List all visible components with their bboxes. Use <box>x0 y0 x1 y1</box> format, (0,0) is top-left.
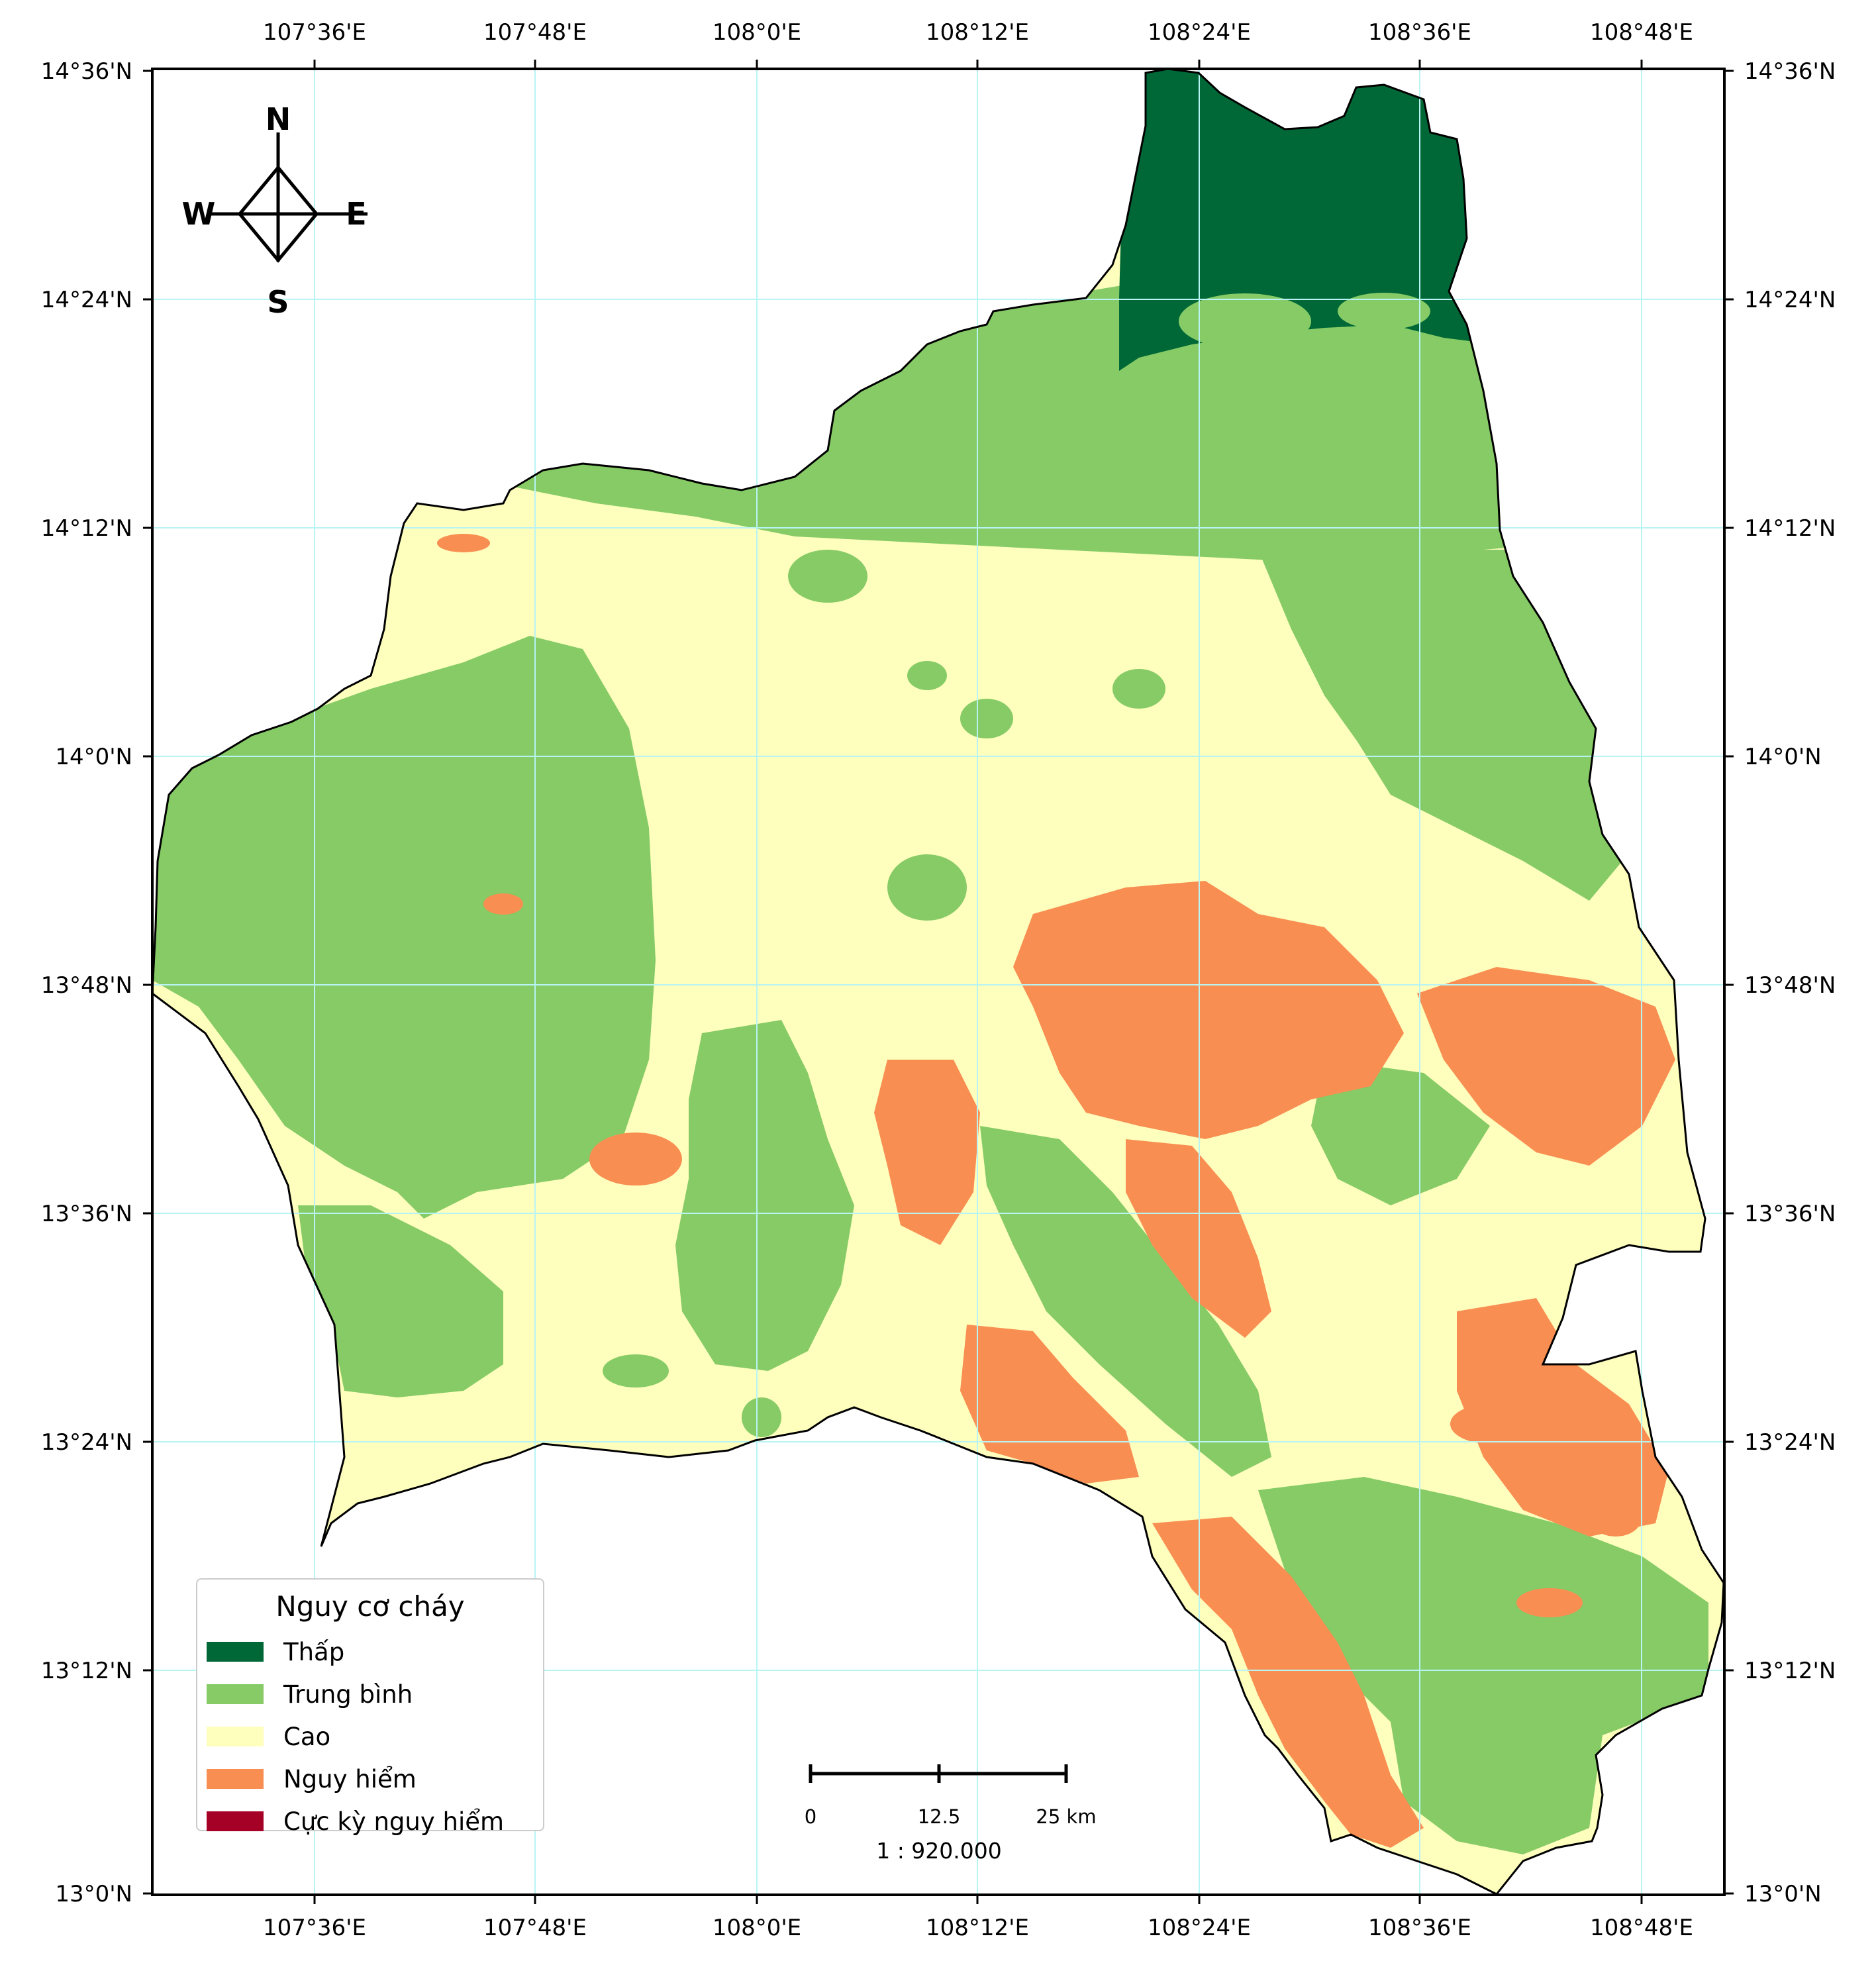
lat-label: 13°48'N <box>1744 972 1836 999</box>
risk-zone-medium-patch <box>1112 669 1165 709</box>
risk-zone-medium-patch <box>907 661 947 690</box>
lon-label: 108°12'E <box>926 1915 1029 1941</box>
lon-label: 108°12'E <box>926 19 1029 46</box>
lat-label: 13°24'N <box>41 1429 132 1456</box>
lat-label: 13°24'N <box>1744 1429 1836 1456</box>
lon-label: 108°36'E <box>1368 19 1471 46</box>
lat-label: 13°0'N <box>1744 1881 1822 1907</box>
lon-label: 108°48'E <box>1590 19 1693 46</box>
lon-label: 107°48'E <box>483 1915 587 1941</box>
legend-swatch <box>207 1769 264 1789</box>
lon-label: 108°48'E <box>1590 1915 1693 1941</box>
risk-zone-medium-center <box>675 1020 854 1371</box>
lat-label: 14°12'N <box>41 515 132 542</box>
risk-zone-dangerous-patch <box>483 893 523 915</box>
legend-label: Trung bình <box>283 1680 413 1709</box>
lat-label: 13°0'N <box>55 1881 132 1907</box>
longitude-labels-top: 107°36'E 107°48'E 108°0'E 108°12'E 108°2… <box>263 19 1693 46</box>
scale-bar <box>809 1764 1068 1783</box>
lon-label: 108°0'E <box>713 1915 801 1941</box>
risk-zone-dangerous-center <box>1013 881 1404 1139</box>
longitude-labels-bottom: 107°36'E 107°48'E 108°0'E 108°12'E 108°2… <box>263 1915 1693 1941</box>
scale-bar-label: 0 <box>805 1805 816 1828</box>
graticule <box>152 69 1724 1895</box>
legend-label: Cực kỳ nguy hiểm <box>283 1807 505 1836</box>
risk-zone-dangerous-patch <box>1516 1588 1583 1617</box>
lat-label: 14°0'N <box>55 744 132 770</box>
risk-zone-dangerous-patch <box>589 1133 682 1185</box>
legend-swatch <box>207 1642 264 1662</box>
lon-label: 108°36'E <box>1368 1915 1471 1941</box>
risk-zone-medium-east <box>1311 1060 1490 1205</box>
lon-label: 107°48'E <box>483 19 587 46</box>
lon-label: 108°24'E <box>1148 19 1251 46</box>
risk-zone-medium-patch <box>1179 293 1311 349</box>
lat-label: 14°0'N <box>1744 744 1822 770</box>
legend-item: Trung bình <box>207 1673 534 1715</box>
risk-zone-dangerous-patch <box>1450 1404 1530 1444</box>
lat-label: 14°36'N <box>41 58 132 85</box>
legend-label: Thấp <box>283 1637 345 1666</box>
map-legend: Nguy cơ cháy Thấp Trung bình Cao Nguy hi… <box>196 1578 544 1836</box>
legend-label: Cao <box>283 1722 331 1751</box>
legend-swatch <box>207 1811 264 1831</box>
tick-marks <box>143 60 1734 1904</box>
risk-zone-medium-north <box>397 278 1523 563</box>
risk-zone-dangerous-southeast <box>1457 1298 1669 1537</box>
risk-zone-dangerous-patch <box>1589 1497 1642 1537</box>
lon-label: 107°36'E <box>263 19 366 46</box>
lat-label: 14°12'N <box>1744 515 1836 542</box>
legend-item: Cao <box>207 1715 534 1758</box>
risk-zone-dangerous-south <box>1152 1517 1424 1848</box>
compass-south-label: S <box>267 284 289 320</box>
legend-label: Nguy hiểm <box>283 1764 417 1793</box>
north-arrow-icon <box>209 132 368 263</box>
compass-east-label: E <box>346 196 366 232</box>
lat-label: 14°24'N <box>41 287 132 313</box>
risk-zone-dangerous-east <box>1417 967 1675 1166</box>
scale-bar-label: 25 km <box>1036 1805 1096 1828</box>
lon-label: 108°0'E <box>713 19 801 46</box>
risk-zone-medium-patch <box>603 1354 669 1387</box>
lat-label: 13°36'N <box>41 1201 132 1227</box>
latitude-labels-left: 14°36'N 14°24'N 14°12'N 14°0'N 13°48'N 1… <box>41 58 132 1907</box>
legend-swatch <box>207 1684 264 1704</box>
scale-ratio: 1 : 920.000 <box>876 1838 1002 1864</box>
risk-zone-dangerous-center <box>874 1060 980 1245</box>
lat-label: 14°36'N <box>1744 58 1836 85</box>
compass-north-label: N <box>266 101 291 137</box>
legend-swatch <box>207 1727 264 1746</box>
lat-label: 13°36'N <box>1744 1201 1836 1227</box>
compass-west-label: W <box>182 196 216 232</box>
lon-label: 108°24'E <box>1148 1915 1251 1941</box>
risk-zone-medium-southwest <box>298 1205 503 1397</box>
lat-label: 13°12'N <box>1744 1658 1836 1684</box>
risk-zone-medium-patch <box>742 1397 781 1437</box>
risk-zone-medium-patch <box>1338 293 1430 330</box>
lat-label: 13°48'N <box>41 972 132 999</box>
risk-zone-dangerous-patch <box>437 534 490 552</box>
province-boundary <box>151 68 1725 1895</box>
map-frame-border <box>151 68 1726 1896</box>
lat-label: 14°24'N <box>1744 287 1836 313</box>
risk-zone-medium-patch <box>960 699 1013 738</box>
legend-item: Thấp <box>207 1631 534 1673</box>
risk-zone-medium-east <box>1258 550 1622 901</box>
legend-item: Cực kỳ nguy hiểm <box>207 1800 534 1842</box>
lat-label: 13°12'N <box>41 1658 132 1684</box>
legend-item: Nguy hiểm <box>207 1758 534 1800</box>
legend-title: Nguy cơ cháy <box>275 1590 465 1623</box>
lon-label: 107°36'E <box>263 1915 366 1941</box>
risk-zone-dangerous-south <box>960 1325 1139 1484</box>
latitude-labels-right: 14°36'N 14°24'N 14°12'N 14°0'N 13°48'N 1… <box>1744 58 1836 1907</box>
risk-zone-medium-patch <box>788 550 867 603</box>
risk-zone-medium-west <box>152 636 656 1219</box>
risk-zone-medium-patch <box>887 854 967 921</box>
scale-bar-label: 12.5 <box>918 1805 961 1828</box>
